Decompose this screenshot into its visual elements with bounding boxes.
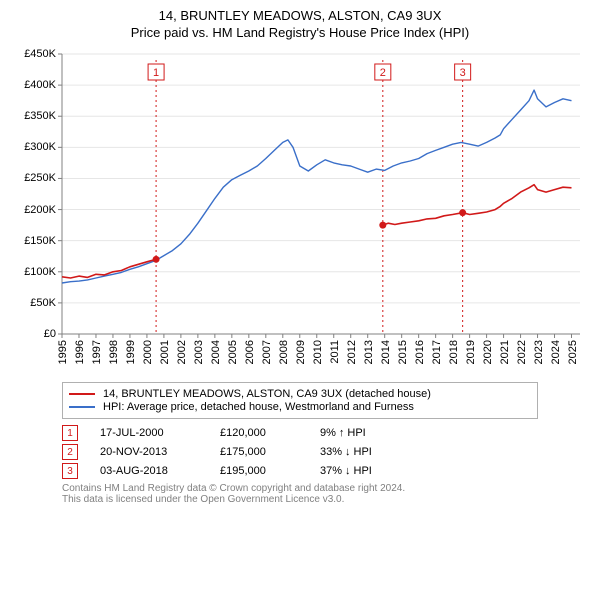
sale-price: £195,000 xyxy=(220,465,320,477)
x-tick-label: 2003 xyxy=(193,340,205,364)
attribution: Contains HM Land Registry data © Crown c… xyxy=(62,483,538,505)
x-tick-label: 1999 xyxy=(125,340,137,364)
x-tick-label: 1998 xyxy=(108,340,120,364)
sale-badge: 2 xyxy=(62,444,78,460)
arrow-up-icon: ↑ xyxy=(339,427,345,439)
x-tick-label: 2012 xyxy=(346,340,358,364)
x-tick-label: 2024 xyxy=(550,340,562,364)
sale-marker-dot xyxy=(379,222,386,229)
legend-item: HPI: Average price, detached house, West… xyxy=(69,401,531,413)
y-tick-label: £300K xyxy=(10,141,56,153)
y-tick-label: £50K xyxy=(10,297,56,309)
x-tick-label: 2015 xyxy=(397,340,409,364)
x-tick-label: 2000 xyxy=(142,340,154,364)
sale-badge: 1 xyxy=(62,425,78,441)
title-line-1: 14, BRUNTLEY MEADOWS, ALSTON, CA9 3UX xyxy=(10,8,590,23)
y-tick-label: £100K xyxy=(10,266,56,278)
y-tick-label: £350K xyxy=(10,110,56,122)
legend-swatch xyxy=(69,393,95,395)
sale-diff: 9%↑HPI xyxy=(320,427,366,439)
x-tick-label: 2006 xyxy=(244,340,256,364)
sale-diff-pct: 9% xyxy=(320,427,336,439)
x-tick-label: 2017 xyxy=(431,340,443,364)
y-tick-label: £400K xyxy=(10,79,56,91)
x-tick-label: 2007 xyxy=(261,340,273,364)
x-tick-label: 2025 xyxy=(567,340,579,364)
attribution-line-2: This data is licensed under the Open Gov… xyxy=(62,494,538,505)
sale-diff-pct: 37% xyxy=(320,465,342,477)
x-tick-label: 2010 xyxy=(312,340,324,364)
chart-svg: 1 2 3 xyxy=(10,46,590,376)
x-tick-label: 1996 xyxy=(74,340,86,364)
chart: 1 2 3 £0 £50K £100K £150K £200K £250K £300K £350K £… xyxy=(10,46,590,376)
sale-date: 20-NOV-2013 xyxy=(100,446,220,458)
sale-price: £120,000 xyxy=(220,427,320,439)
sale-row: 2 20-NOV-2013£175,00033%↓HPI xyxy=(62,444,538,460)
x-tick-label: 1997 xyxy=(91,340,103,364)
sale-marker-badge-number: 3 xyxy=(460,67,466,79)
y-tick-label: £200K xyxy=(10,204,56,216)
legend-item: 14, BRUNTLEY MEADOWS, ALSTON, CA9 3UX (d… xyxy=(69,388,531,400)
sale-marker-dot xyxy=(153,256,160,263)
attribution-line-1: Contains HM Land Registry data © Crown c… xyxy=(62,483,538,494)
x-tick-label: 2009 xyxy=(295,340,307,364)
x-tick-label: 2001 xyxy=(159,340,171,364)
sale-marker-badge-number: 1 xyxy=(153,67,159,79)
x-tick-label: 2023 xyxy=(533,340,545,364)
legend-label: 14, BRUNTLEY MEADOWS, ALSTON, CA9 3UX (d… xyxy=(103,388,431,400)
sale-date: 03-AUG-2018 xyxy=(100,465,220,477)
x-tick-label: 2020 xyxy=(482,340,494,364)
sale-marker-badge-number: 2 xyxy=(380,67,386,79)
sale-diff-suffix: HPI xyxy=(347,427,365,439)
title-line-2: Price paid vs. HM Land Registry's House … xyxy=(10,25,590,40)
sale-diff: 37%↓HPI xyxy=(320,465,372,477)
x-tick-label: 2016 xyxy=(414,340,426,364)
arrow-down-icon: ↓ xyxy=(345,446,351,458)
x-tick-label: 2004 xyxy=(210,340,222,364)
arrow-down-icon: ↓ xyxy=(345,465,351,477)
y-tick-label: £0 xyxy=(10,328,56,340)
sale-price: £175,000 xyxy=(220,446,320,458)
x-tick-label: 1995 xyxy=(57,340,69,364)
x-tick-label: 2008 xyxy=(278,340,290,364)
sale-marker-dot xyxy=(459,209,466,216)
sale-row: 1 17-JUL-2000£120,0009%↑HPI xyxy=(62,425,538,441)
x-tick-label: 2002 xyxy=(176,340,188,364)
y-tick-label: £250K xyxy=(10,172,56,184)
sale-diff: 33%↓HPI xyxy=(320,446,372,458)
legend-label: HPI: Average price, detached house, West… xyxy=(103,401,414,413)
sale-badge: 3 xyxy=(62,463,78,479)
x-tick-label: 2014 xyxy=(380,340,392,364)
x-tick-label: 2005 xyxy=(227,340,239,364)
sale-diff-suffix: HPI xyxy=(354,465,372,477)
legend: 14, BRUNTLEY MEADOWS, ALSTON, CA9 3UX (d… xyxy=(62,382,538,419)
sale-row: 3 03-AUG-2018£195,00037%↓HPI xyxy=(62,463,538,479)
x-tick-label: 2011 xyxy=(329,340,341,364)
x-tick-label: 2021 xyxy=(499,340,511,364)
x-tick-label: 2018 xyxy=(448,340,460,364)
y-tick-label: £450K xyxy=(10,48,56,60)
legend-swatch xyxy=(69,406,95,408)
x-tick-label: 2019 xyxy=(465,340,477,364)
y-tick-label: £150K xyxy=(10,235,56,247)
sales-table: 117-JUL-2000£120,0009%↑HPI220-NOV-2013£1… xyxy=(62,425,538,479)
sale-diff-pct: 33% xyxy=(320,446,342,458)
x-tick-label: 2013 xyxy=(363,340,375,364)
sale-diff-suffix: HPI xyxy=(354,446,372,458)
x-tick-label: 2022 xyxy=(516,340,528,364)
sale-date: 17-JUL-2000 xyxy=(100,427,220,439)
